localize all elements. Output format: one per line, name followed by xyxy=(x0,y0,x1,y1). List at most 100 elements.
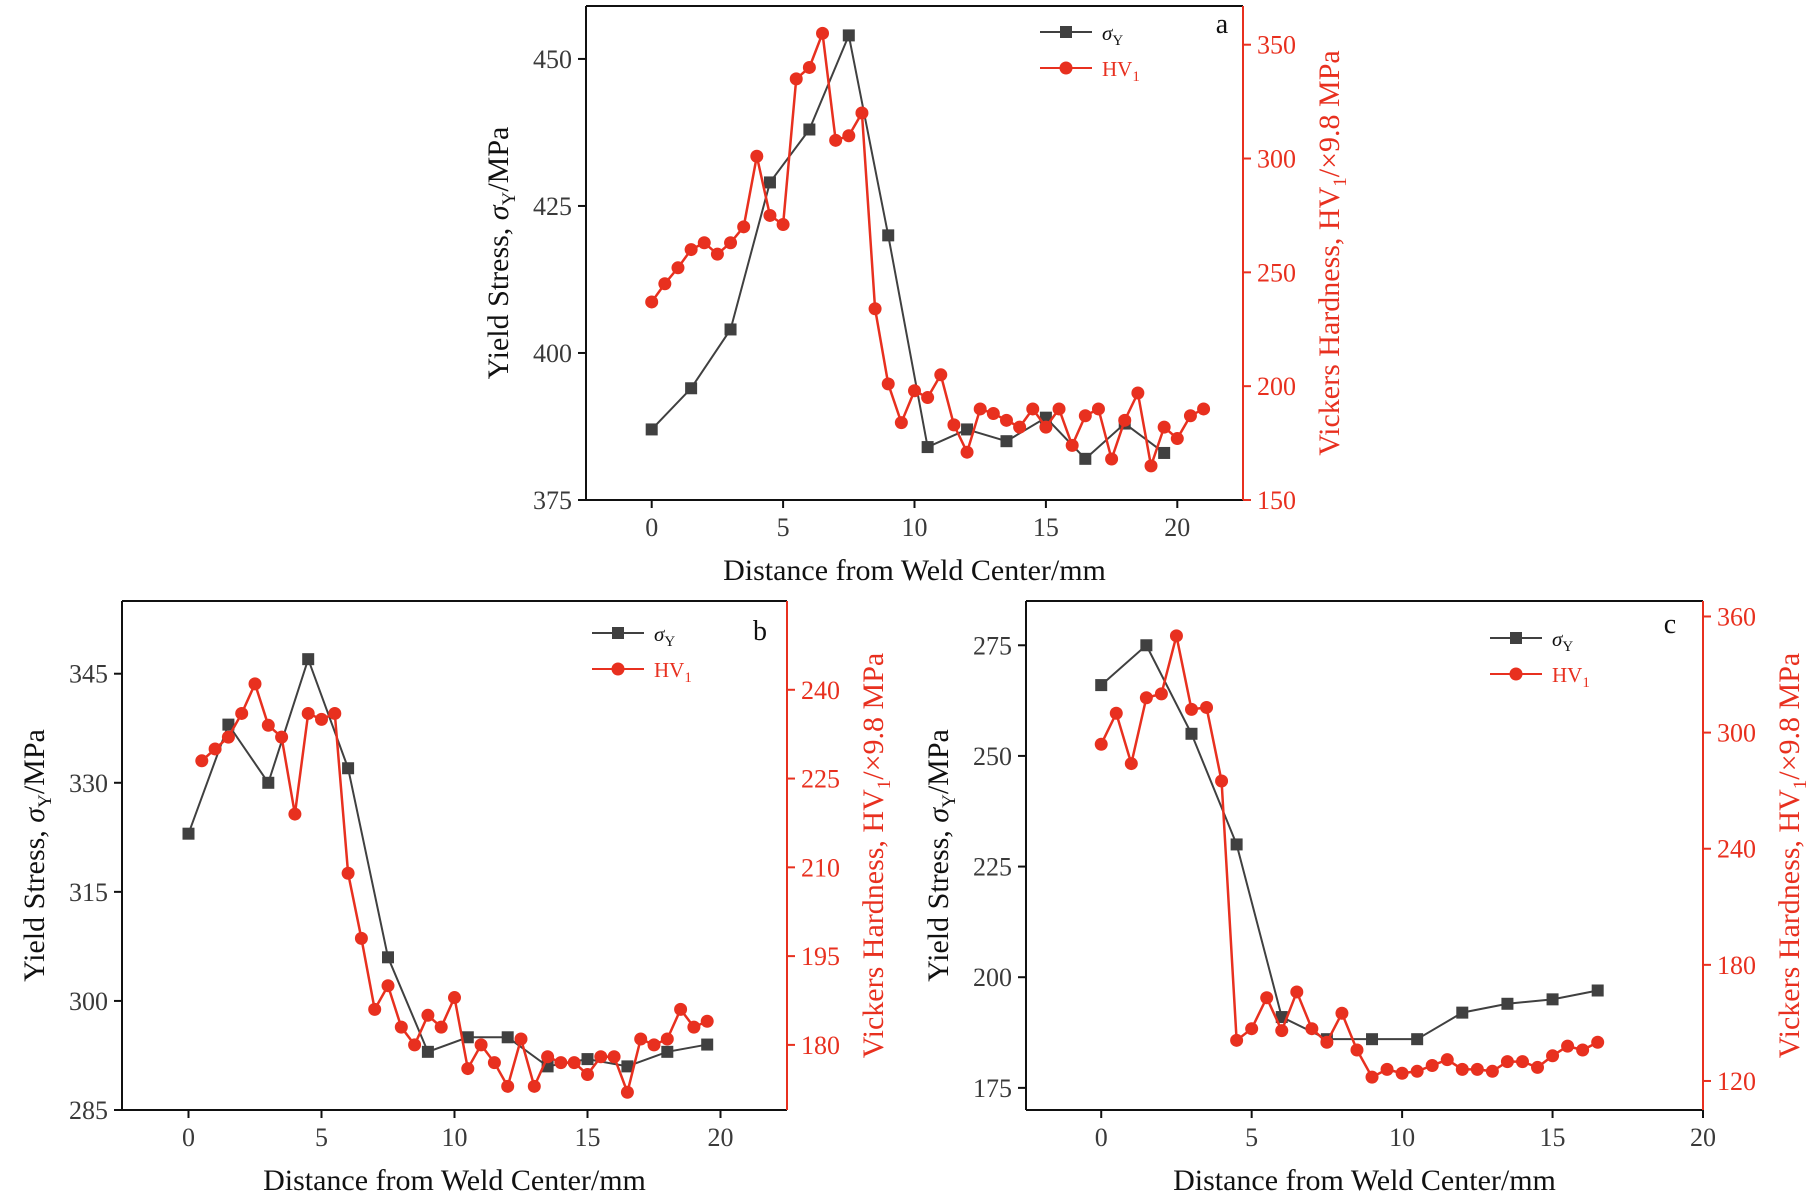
x-tick-label: 15 xyxy=(575,1123,601,1152)
data-point-hv1 xyxy=(448,991,461,1005)
data-point-hv1 xyxy=(1013,420,1027,434)
data-point-hv1 xyxy=(947,418,961,432)
data-point-sigma-y xyxy=(1546,993,1559,1006)
x-tick-label: 0 xyxy=(645,513,658,542)
data-point-hv1 xyxy=(1260,991,1274,1005)
y-left-axis-title: Yield Stress, σY/MPa xyxy=(18,729,56,982)
data-point-sigma-y xyxy=(1411,1033,1424,1046)
legend-marker-hv1 xyxy=(1059,61,1073,75)
y-right-tick-label: 150 xyxy=(1257,486,1296,515)
data-point-sigma-y xyxy=(1456,1006,1469,1019)
series-line-hv1 xyxy=(1100,635,1599,1079)
data-point-hv1 xyxy=(1320,1035,1334,1049)
y-left-tick-label: 250 xyxy=(973,742,1012,771)
data-point-sigma-y xyxy=(262,776,275,789)
legend-marker-sigma-y xyxy=(612,627,624,639)
data-point-hv1 xyxy=(1131,386,1145,400)
data-point-hv1 xyxy=(1118,413,1132,427)
data-point-hv1 xyxy=(581,1067,594,1081)
x-tick-label: 20 xyxy=(1690,1123,1716,1152)
data-point-hv1 xyxy=(645,295,659,309)
data-point-hv1 xyxy=(487,1056,501,1070)
data-point-sigma-y xyxy=(421,1045,434,1058)
data-point-sigma-y xyxy=(921,441,934,454)
y-left-axis-title: Yield Stress, σY/MPa xyxy=(482,127,520,380)
data-point-hv1 xyxy=(1500,1055,1514,1069)
data-point-hv1 xyxy=(671,261,685,275)
x-tick-label: 20 xyxy=(708,1123,734,1152)
data-point-hv1 xyxy=(394,1020,408,1034)
x-axis-title: Distance from Weld Center/mm xyxy=(723,554,1106,587)
data-point-hv1 xyxy=(973,402,987,416)
y-left-tick-label: 375 xyxy=(533,486,572,515)
data-point-hv1 xyxy=(1094,737,1108,751)
data-point-hv1 xyxy=(1157,420,1171,434)
data-point-hv1 xyxy=(1515,1055,1529,1069)
y-right-axis-title: Vickers Hardness, HV1/×9.8 MPa xyxy=(1313,50,1351,455)
x-axis-title: Distance from Weld Center/mm xyxy=(263,1164,646,1197)
data-point-hv1 xyxy=(855,106,869,120)
data-point-hv1 xyxy=(261,718,275,732)
data-point-hv1 xyxy=(235,706,249,720)
y-right-tick-label: 210 xyxy=(801,853,840,882)
data-point-sigma-y xyxy=(1079,452,1092,465)
data-point-sigma-y xyxy=(382,951,394,964)
data-point-hv1 xyxy=(248,677,262,691)
data-point-hv1 xyxy=(960,445,974,459)
x-axis-title: Distance from Weld Center/mm xyxy=(1173,1164,1556,1197)
data-point-hv1 xyxy=(1052,402,1066,416)
chart-panel-a: 0 5 10 15 20 375 400 425 450 150 200 250 300 350 Dista… xyxy=(482,5,1351,587)
data-point-sigma-y xyxy=(645,423,658,436)
data-point-hv1 xyxy=(1576,1043,1590,1057)
data-point-sigma-y xyxy=(1095,679,1108,692)
data-point-sigma-y xyxy=(1000,435,1013,448)
y-right-tick-label: 240 xyxy=(1717,835,1756,864)
y-right-tick-label: 350 xyxy=(1257,31,1296,60)
data-point-hv1 xyxy=(1230,1033,1244,1047)
legend-marker-hv1 xyxy=(611,662,625,676)
data-point-hv1 xyxy=(724,236,738,250)
data-point-hv1 xyxy=(381,979,395,993)
data-point-hv1 xyxy=(1365,1070,1379,1084)
y-right-axis-title: Vickers Hardness, HV1/×9.8 MPa xyxy=(1773,653,1811,1058)
data-point-hv1 xyxy=(1065,438,1079,452)
panel-letter: b xyxy=(753,616,767,647)
data-point-hv1 xyxy=(514,1032,528,1046)
series-line-sigma-y xyxy=(1100,643,1598,1041)
data-point-hv1 xyxy=(620,1085,634,1099)
data-point-sigma-y xyxy=(1501,997,1514,1010)
x-tick-label: 0 xyxy=(1095,1123,1108,1152)
data-point-hv1 xyxy=(301,706,315,720)
data-point-hv1 xyxy=(1124,757,1138,771)
data-point-hv1 xyxy=(1169,629,1183,643)
data-point-hv1 xyxy=(1144,459,1158,473)
y-right-tick-label: 195 xyxy=(801,942,840,971)
data-point-hv1 xyxy=(1470,1062,1484,1076)
y-left-tick-label: 315 xyxy=(69,878,108,907)
data-point-hv1 xyxy=(750,149,764,163)
x-tick-label: 20 xyxy=(1164,513,1190,542)
data-point-hv1 xyxy=(1410,1064,1424,1078)
legend-label-sigma-y: σY xyxy=(654,622,675,650)
panel-letter: a xyxy=(1216,9,1229,40)
data-point-hv1 xyxy=(474,1038,488,1052)
legend-marker-hv1 xyxy=(1509,667,1523,681)
y-left-tick-label: 450 xyxy=(533,45,572,74)
data-point-sigma-y xyxy=(1140,639,1153,652)
legend-marker-sigma-y xyxy=(1060,26,1072,38)
data-point-sigma-y xyxy=(461,1031,474,1044)
data-point-hv1 xyxy=(195,754,209,768)
data-point-hv1 xyxy=(737,220,751,234)
data-point-hv1 xyxy=(1197,402,1211,416)
y-left-tick-label: 330 xyxy=(69,769,108,798)
data-point-hv1 xyxy=(1335,1006,1349,1020)
data-point-hv1 xyxy=(1215,774,1229,788)
data-point-hv1 xyxy=(1380,1062,1394,1076)
data-point-sigma-y xyxy=(182,827,195,840)
data-point-hv1 xyxy=(1026,402,1040,416)
data-point-sigma-y xyxy=(685,382,698,395)
y-left-tick-label: 225 xyxy=(973,853,1012,882)
data-point-sigma-y xyxy=(724,323,737,336)
data-point-hv1 xyxy=(221,730,235,744)
data-point-hv1 xyxy=(1200,700,1214,714)
